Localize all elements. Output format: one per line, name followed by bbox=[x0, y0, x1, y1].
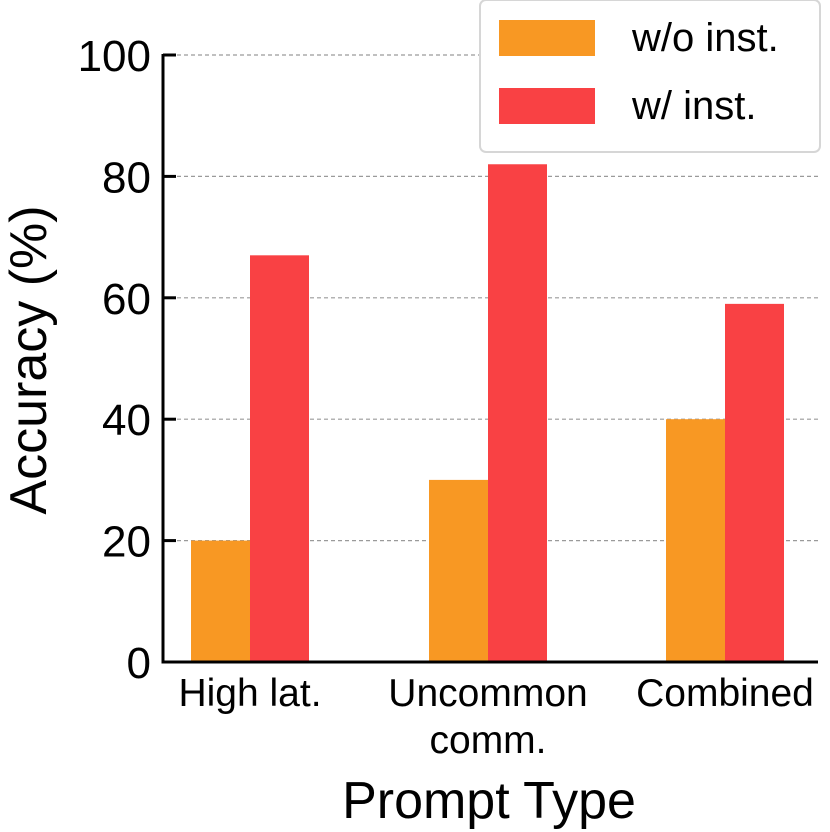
bar-without-inst-0 bbox=[191, 540, 250, 662]
y-tick-label: 60 bbox=[102, 275, 151, 324]
legend-swatch bbox=[499, 20, 595, 56]
legend-label: w/o inst. bbox=[631, 16, 779, 60]
x-tick-label: High lat. bbox=[178, 672, 321, 715]
axes bbox=[161, 54, 818, 664]
legend-label: w/ inst. bbox=[631, 84, 756, 128]
bar-without-inst-1 bbox=[429, 479, 488, 662]
bar-without-inst-2 bbox=[666, 419, 725, 662]
y-tick-label: 80 bbox=[102, 153, 151, 202]
legend: w/o inst. w/ inst. bbox=[479, 0, 821, 153]
x-axis-title: Prompt Type bbox=[342, 772, 636, 830]
x-ticks: High lat. Uncommon comm. Combined bbox=[178, 672, 813, 762]
y-tick-label: 40 bbox=[102, 396, 151, 445]
y-tick-label: 20 bbox=[102, 518, 151, 567]
x-tick-label: Uncommon comm. bbox=[388, 672, 587, 762]
y-ticks: 0 20 40 60 80 100 bbox=[78, 32, 176, 688]
y-tick-label: 0 bbox=[127, 639, 151, 688]
bars bbox=[191, 164, 784, 662]
x-tick-label: Combined bbox=[636, 672, 814, 715]
bar-with-inst-2 bbox=[725, 303, 784, 662]
bar-with-inst-1 bbox=[488, 164, 547, 662]
bar-with-inst-0 bbox=[250, 255, 309, 662]
y-tick-label: 100 bbox=[78, 32, 151, 81]
y-axis-title: Accuracy (%) bbox=[0, 205, 58, 514]
legend-swatch bbox=[499, 88, 595, 124]
